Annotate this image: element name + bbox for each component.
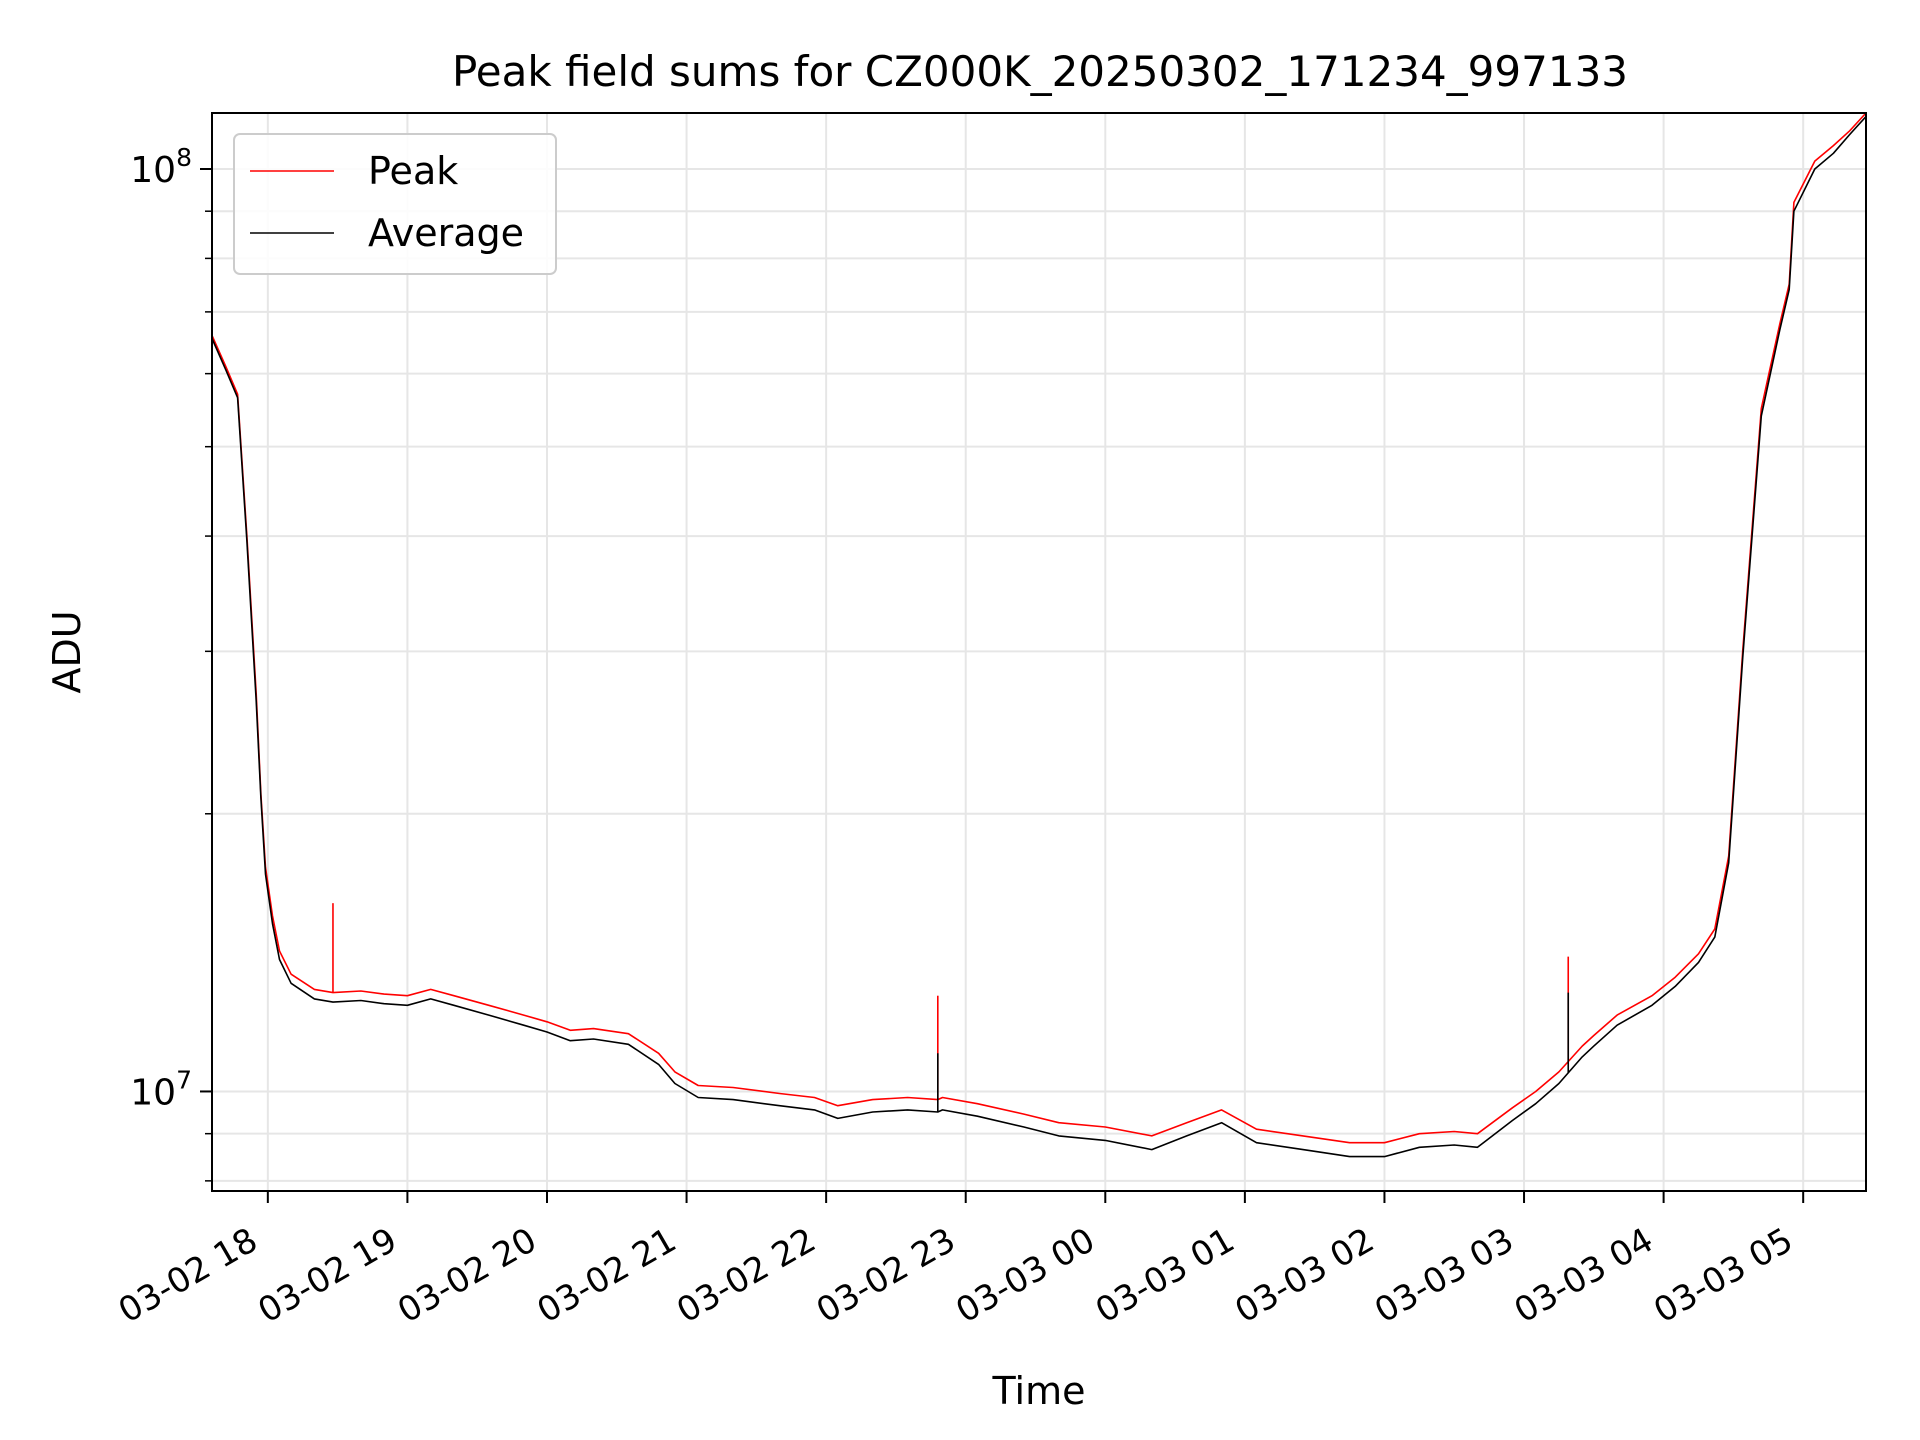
series-layer bbox=[212, 113, 1866, 1158]
legend-box bbox=[233, 133, 557, 275]
x-axis-label: Time bbox=[992, 1369, 1086, 1413]
legend-average-label: Average bbox=[368, 211, 524, 255]
y-axis-label: ADU bbox=[45, 610, 89, 693]
legend-peak-label: Peak bbox=[368, 149, 458, 193]
grid-lines bbox=[212, 113, 1866, 1191]
series-line-peak bbox=[212, 113, 1866, 1144]
series-line-average bbox=[212, 115, 1866, 1158]
legend: Peak Average bbox=[233, 133, 557, 275]
chart-title: Peak field sums for CZ000K_20250302_1712… bbox=[452, 47, 1628, 96]
y-tick-label: 107 bbox=[130, 1065, 192, 1113]
